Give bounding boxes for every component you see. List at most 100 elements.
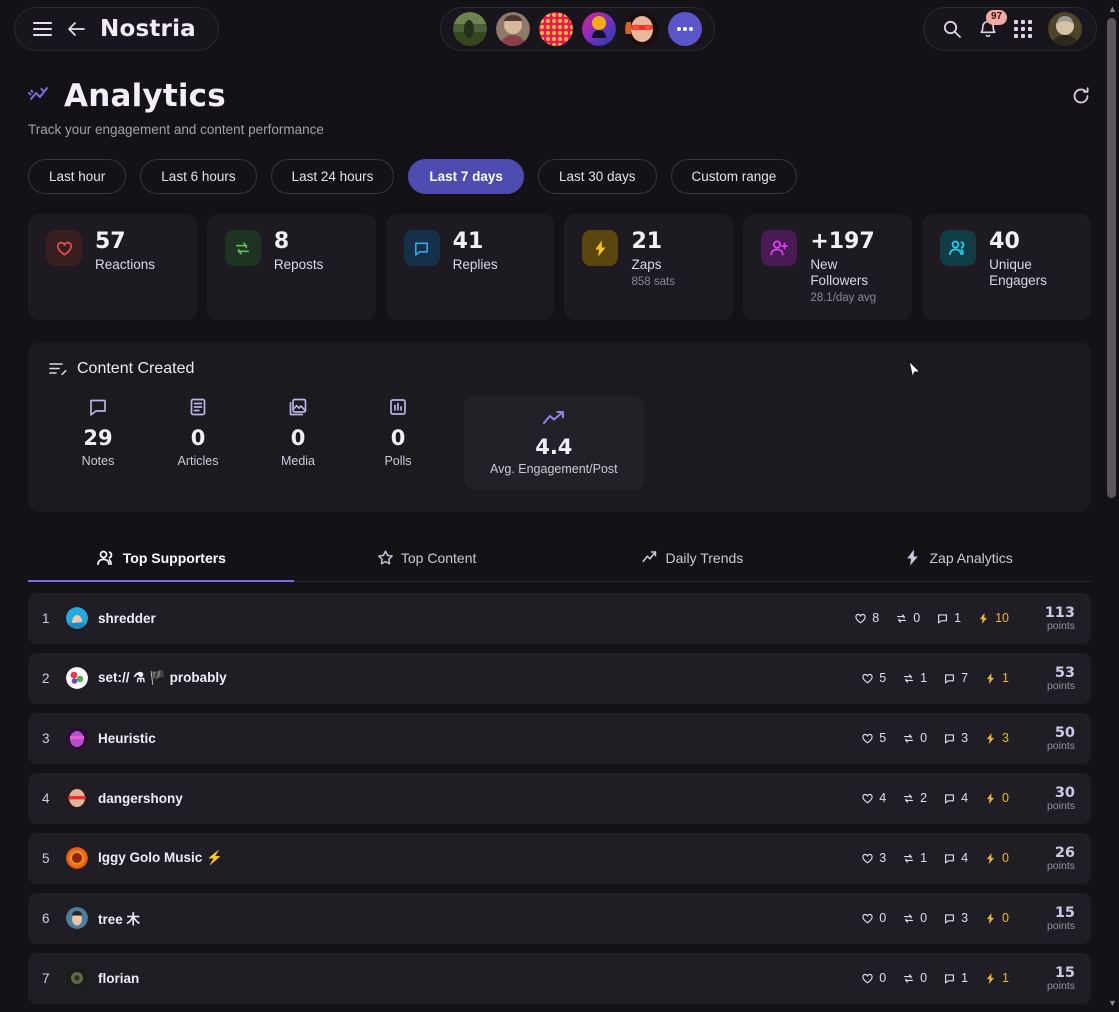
heart-icon: [861, 732, 874, 745]
supporter-rank: 5: [42, 850, 50, 866]
content-item-value: 29: [83, 425, 113, 450]
range-chip-last-24-hours[interactable]: Last 24 hours: [270, 159, 395, 194]
points-unit: points: [1046, 739, 1075, 752]
hamburger-icon[interactable]: [33, 22, 52, 36]
tab-top-supporters[interactable]: Top Supporters: [28, 536, 294, 582]
tab-daily-trends[interactable]: Daily Trends: [560, 536, 826, 581]
table-row[interactable]: 7 florian 0 0 1 1 15 points: [28, 952, 1091, 1004]
avatar[interactable]: [66, 727, 88, 750]
tab-label: Zap Analytics: [929, 549, 1013, 566]
supporter-metrics: 3 1 4 0: [861, 851, 1009, 865]
table-row[interactable]: 5 Iggy Golo Music ⚡ 3 1 4 0 26 points: [28, 832, 1091, 884]
supporter-name[interactable]: set:// ⚗ 🏴 probably: [98, 670, 227, 686]
metric-zaps: 0: [984, 911, 1009, 925]
range-chip-custom-range[interactable]: Custom range: [670, 159, 798, 194]
table-row[interactable]: 1 shredder 8 0 1 10 113 points: [28, 592, 1091, 644]
tab-top-content[interactable]: Top Content: [294, 536, 560, 581]
zap-icon: [984, 792, 997, 805]
story-avatar-1[interactable]: [453, 12, 487, 46]
story-avatar-3[interactable]: [539, 12, 573, 46]
points-unit: points: [1046, 679, 1075, 692]
avatar[interactable]: [66, 607, 88, 630]
trend-up-icon: [490, 409, 618, 427]
table-row[interactable]: 3 Heuristic 5 0 3 3 50 points: [28, 712, 1091, 764]
avg-engagement-label: Avg. Engagement/Post: [490, 461, 618, 476]
points-value: 15: [1054, 964, 1075, 981]
comment-icon: [943, 972, 956, 985]
supporter-name[interactable]: dangershony: [98, 790, 183, 806]
table-row[interactable]: 2 set:// ⚗ 🏴 probably 5 1 7 1 53 points: [28, 652, 1091, 704]
trend-icon: [641, 549, 658, 566]
refresh-icon[interactable]: [1071, 86, 1091, 106]
points-unit: points: [1046, 919, 1075, 932]
metric-reactions: 3: [861, 851, 886, 865]
app-brand[interactable]: Nostria: [100, 16, 196, 42]
analytics-trend-icon: [28, 84, 54, 108]
heart-icon: [46, 230, 82, 266]
table-row[interactable]: 6 tree 木 0 0 3 0 15 points: [28, 892, 1091, 944]
stat-sublabel: 28.1/day avg: [810, 291, 877, 304]
points-unit: points: [1046, 979, 1075, 992]
page-subtitle: Track your engagement and content perfor…: [28, 122, 324, 137]
time-range-selector: Last hour Last 6 hours Last 24 hours Last 7…: [0, 137, 1119, 194]
scrollbar-thumb[interactable]: [1107, 18, 1116, 498]
stat-card-unique-engagers: 40 Unique Engagers: [922, 214, 1091, 320]
comment-icon: [936, 612, 949, 625]
range-chip-last-hour[interactable]: Last hour: [28, 159, 127, 194]
content-item-media: 0 Media: [248, 396, 348, 468]
story-avatar-5[interactable]: [625, 12, 659, 46]
metric-replies: 1: [943, 971, 968, 985]
stat-value: 40: [989, 229, 1020, 254]
avatar[interactable]: [66, 667, 88, 690]
stat-label: Reactions: [95, 257, 156, 273]
heart-icon: [861, 912, 874, 925]
heart-icon: [861, 672, 874, 685]
tab-label: Top Supporters: [122, 549, 226, 566]
back-arrow-icon[interactable]: [66, 21, 86, 37]
range-chip-last-7-days[interactable]: Last 7 days: [408, 159, 524, 194]
stat-card-zaps: 21 Zaps 858 sats: [564, 214, 734, 320]
tab-label: Daily Trends: [665, 549, 744, 566]
notifications-button[interactable]: 97: [978, 10, 1008, 39]
heart-icon: [854, 612, 867, 625]
scroll-up-arrow[interactable]: ▲: [1108, 4, 1117, 14]
avatar[interactable]: [1048, 12, 1082, 46]
zap-icon: [984, 912, 997, 925]
supporter-name[interactable]: shredder: [98, 610, 156, 626]
range-chip-last-6-hours[interactable]: Last 6 hours: [140, 159, 257, 194]
supporter-name[interactable]: florian: [98, 970, 140, 986]
avatar[interactable]: [66, 847, 88, 870]
range-chip-last-30-days[interactable]: Last 30 days: [537, 159, 657, 194]
content-created-items: 29 Notes 0 Articles 0 Media 0 Polls 4.4 Avg. Enga…: [48, 395, 1071, 490]
supporter-name[interactable]: tree 木: [98, 912, 141, 928]
heart-icon: [861, 972, 874, 985]
supporter-points: 30 points: [1029, 785, 1075, 812]
content-created-header: Content Created: [48, 360, 1071, 378]
avatar[interactable]: [66, 787, 88, 810]
scroll-down-arrow[interactable]: ▼: [1108, 998, 1117, 1008]
metric-zaps: 0: [984, 851, 1009, 865]
avatar[interactable]: [66, 967, 88, 990]
zap-icon: [984, 672, 997, 685]
supporter-name[interactable]: Iggy Golo Music ⚡: [98, 850, 223, 866]
nav-right-pill: 97: [923, 7, 1097, 51]
users-icon: [940, 230, 977, 266]
supporter-points: 113 points: [1029, 605, 1075, 632]
page-scrollbar[interactable]: ▲ ▼: [1107, 4, 1117, 1008]
avatar[interactable]: [66, 907, 88, 930]
repost-icon: [902, 792, 915, 805]
tab-zap-analytics[interactable]: Zap Analytics: [825, 536, 1091, 581]
story-avatar-4[interactable]: [582, 12, 616, 46]
metric-reposts: 0: [895, 611, 920, 625]
metric-reposts: 0: [902, 971, 927, 985]
search-icon[interactable]: [942, 19, 962, 39]
metric-reactions: 5: [861, 671, 886, 685]
points-value: 50: [1054, 724, 1075, 741]
story-avatar-2[interactable]: [496, 12, 530, 46]
supporter-name[interactable]: Heuristic: [98, 730, 156, 746]
grid-apps-icon[interactable]: [1014, 20, 1032, 38]
story-more-button[interactable]: [668, 12, 702, 46]
table-row[interactable]: 4 dangershony 4 2 4 0 30 points: [28, 772, 1091, 824]
stat-value: 41: [452, 229, 484, 254]
content-item-notes: 29 Notes: [48, 396, 148, 468]
